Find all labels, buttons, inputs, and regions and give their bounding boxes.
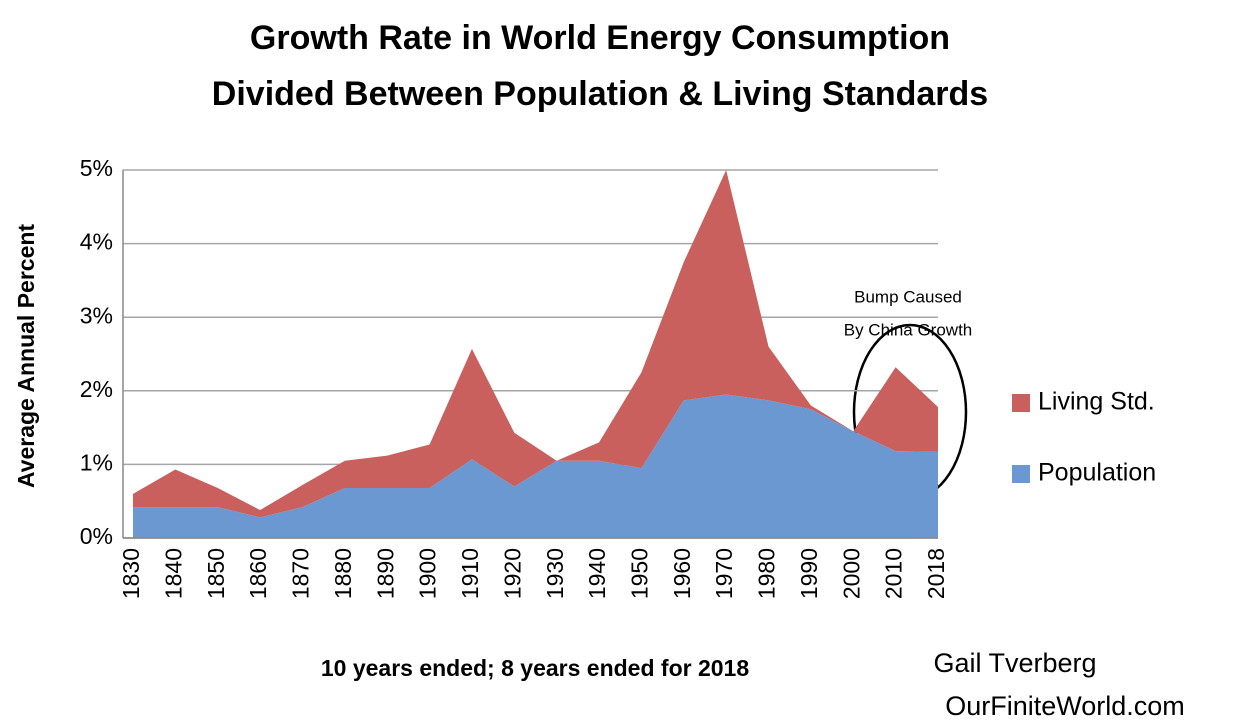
credit: Gail Tverberg [933, 648, 1096, 678]
x-tick-label: 1830 [118, 548, 144, 599]
x-tick-label: 1950 [626, 548, 652, 599]
area [133, 394, 938, 538]
x-tick-label: 1990 [796, 548, 822, 599]
chart-title: Divided Between Population & Living Stan… [212, 75, 988, 113]
x-tick-label: 1840 [160, 548, 186, 599]
x-tick-label: 2010 [881, 548, 907, 599]
x-tick-label: 1910 [457, 548, 483, 599]
x-tick-label: 1930 [542, 548, 568, 599]
y-tick-label: 0% [80, 523, 113, 549]
annotation: Bump Caused [854, 287, 962, 306]
x-tick-label: 1920 [499, 548, 525, 599]
x-tick-label: 1970 [711, 548, 737, 599]
y-axis-label: Average Annual Percent [13, 224, 39, 489]
chart-title: Growth Rate in World Energy Consumption [250, 19, 950, 57]
x-tick-label: 1900 [415, 548, 441, 599]
y-tick-label: 4% [80, 229, 113, 255]
plot-area [123, 169, 938, 539]
y-tick-label: 3% [80, 302, 113, 328]
credit: OurFiniteWorld.com [945, 691, 1185, 721]
x-tick-label: 1850 [203, 548, 229, 599]
annotation: By China Growth [844, 320, 973, 339]
y-tick-label: 5% [80, 155, 113, 181]
x-tick-label: 1860 [245, 548, 271, 599]
x-tick-label: 1980 [754, 548, 780, 599]
area [133, 170, 938, 518]
x-tick-label: 1870 [288, 548, 314, 599]
x-tick-label: 1940 [584, 548, 610, 599]
x-tick-label: 1890 [372, 548, 398, 599]
legend-label: Population [1038, 459, 1156, 487]
legend-swatch [1012, 465, 1030, 483]
x-tick-label: 1880 [330, 548, 356, 599]
x-tick-label: 1960 [669, 548, 695, 599]
y-tick-label: 2% [80, 376, 113, 402]
y-tick-label: 1% [80, 449, 113, 475]
x-axis-label: 10 years ended; 8 years ended for 2018 [321, 655, 749, 681]
legend-swatch [1012, 394, 1030, 412]
legend-label: Living Std. [1038, 388, 1155, 416]
x-tick-label: 2018 [923, 548, 949, 599]
x-tick-label: 2000 [838, 548, 864, 599]
